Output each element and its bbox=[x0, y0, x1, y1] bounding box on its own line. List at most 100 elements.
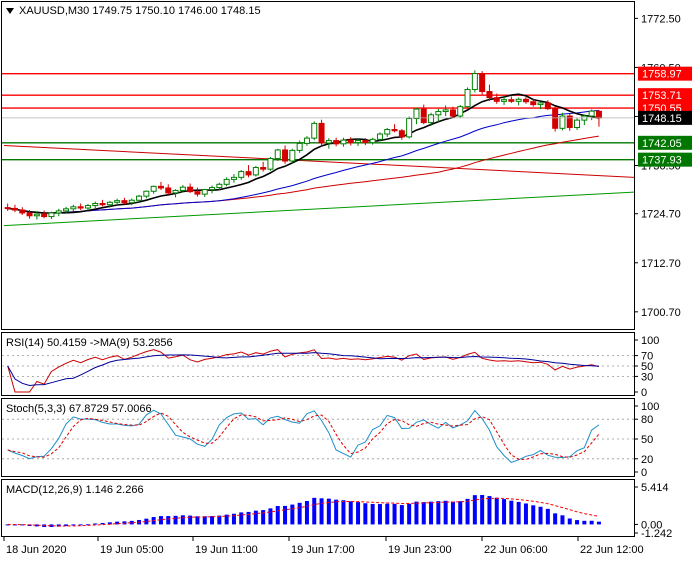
candle[interactable] bbox=[11, 207, 18, 211]
candle[interactable] bbox=[501, 99, 508, 102]
candle[interactable] bbox=[355, 140, 362, 144]
macd-bar[interactable] bbox=[553, 513, 558, 525]
candle[interactable] bbox=[238, 171, 245, 178]
macd-signal-line[interactable] bbox=[7, 497, 599, 527]
trend-line-green[interactable] bbox=[3, 191, 635, 227]
macd-bar[interactable] bbox=[78, 524, 83, 526]
macd-bar[interactable] bbox=[158, 516, 163, 525]
macd-bar[interactable] bbox=[560, 515, 565, 525]
candle[interactable] bbox=[595, 110, 602, 119]
macd-bar[interactable] bbox=[450, 501, 455, 525]
candle[interactable] bbox=[311, 122, 318, 139]
macd-bar[interactable] bbox=[231, 513, 236, 525]
macd-bar[interactable] bbox=[100, 523, 105, 525]
macd-bar[interactable] bbox=[85, 524, 90, 526]
macd-bar[interactable] bbox=[334, 499, 339, 525]
candle[interactable] bbox=[274, 149, 281, 160]
macd-bar[interactable] bbox=[246, 511, 251, 525]
macd-bar[interactable] bbox=[414, 501, 419, 525]
macd-bar[interactable] bbox=[429, 501, 434, 525]
candle[interactable] bbox=[515, 98, 522, 102]
macd-bar[interactable] bbox=[129, 520, 134, 525]
candle[interactable] bbox=[165, 187, 172, 194]
candle[interactable] bbox=[457, 106, 464, 117]
candle[interactable] bbox=[588, 110, 595, 117]
macd-bar[interactable] bbox=[253, 510, 258, 525]
candle[interactable] bbox=[508, 99, 515, 102]
candle[interactable] bbox=[347, 139, 354, 144]
macd-bar[interactable] bbox=[312, 497, 317, 525]
rsi-line[interactable] bbox=[7, 349, 600, 393]
candle[interactable] bbox=[340, 139, 347, 145]
main-price-panel[interactable] bbox=[2, 70, 635, 227]
candle[interactable] bbox=[187, 186, 194, 193]
candle[interactable] bbox=[282, 149, 289, 162]
macd-bar[interactable] bbox=[487, 496, 492, 525]
macd-bar[interactable] bbox=[224, 514, 229, 525]
candle[interactable] bbox=[406, 117, 413, 138]
macd-bar[interactable] bbox=[545, 508, 550, 525]
stoch-signal-line[interactable] bbox=[7, 412, 600, 461]
candle[interactable] bbox=[267, 158, 274, 170]
macd-bar[interactable] bbox=[304, 500, 309, 525]
macd-bar[interactable] bbox=[202, 516, 207, 525]
macd-bar[interactable] bbox=[523, 503, 528, 525]
macd-bar[interactable] bbox=[341, 500, 346, 525]
candle[interactable] bbox=[194, 191, 201, 195]
macd-bar[interactable] bbox=[115, 521, 120, 525]
macd-bar[interactable] bbox=[502, 499, 507, 525]
macd-bar[interactable] bbox=[458, 501, 463, 525]
candle[interactable] bbox=[471, 73, 478, 90]
macd-bar[interactable] bbox=[392, 503, 397, 525]
candle[interactable] bbox=[413, 108, 420, 119]
candle[interactable] bbox=[544, 102, 551, 110]
candle[interactable] bbox=[230, 176, 237, 180]
candle[interactable] bbox=[559, 115, 566, 129]
macd-bar[interactable] bbox=[326, 498, 331, 525]
candle[interactable] bbox=[449, 109, 456, 117]
macd-bar[interactable] bbox=[443, 500, 448, 525]
macd-bar[interactable] bbox=[268, 508, 273, 525]
macd-bar[interactable] bbox=[348, 501, 353, 525]
candle[interactable] bbox=[128, 199, 135, 204]
candle[interactable] bbox=[428, 114, 435, 124]
macd-bar[interactable] bbox=[34, 524, 39, 527]
candle[interactable] bbox=[362, 140, 369, 144]
macd-bar[interactable] bbox=[180, 515, 185, 525]
candle[interactable] bbox=[143, 190, 150, 197]
macd-bar[interactable] bbox=[377, 504, 382, 525]
candle[interactable] bbox=[245, 171, 252, 176]
candle[interactable] bbox=[391, 129, 398, 132]
macd-bar[interactable] bbox=[531, 505, 536, 525]
candle[interactable] bbox=[493, 97, 500, 102]
down-triangle-icon[interactable] bbox=[6, 8, 14, 14]
macd-bar[interactable] bbox=[64, 524, 69, 527]
macd-bar[interactable] bbox=[480, 495, 485, 525]
macd-bar[interactable] bbox=[567, 518, 572, 525]
macd-bar[interactable] bbox=[407, 503, 412, 525]
candle[interactable] bbox=[574, 119, 581, 128]
macd-bar[interactable] bbox=[93, 523, 98, 525]
candle[interactable] bbox=[223, 178, 230, 185]
macd-bar[interactable] bbox=[516, 501, 521, 525]
macd-bar[interactable] bbox=[49, 524, 54, 527]
macd-panel[interactable]: 5.414 0.00-1.242 bbox=[5, 482, 673, 540]
candle[interactable] bbox=[303, 137, 310, 144]
macd-bar[interactable] bbox=[20, 524, 25, 526]
candle[interactable] bbox=[464, 88, 471, 108]
ma-black-line[interactable] bbox=[7, 93, 600, 214]
trend-line-red[interactable] bbox=[3, 144, 635, 178]
candle[interactable] bbox=[48, 212, 55, 218]
rsi-ma-line[interactable] bbox=[7, 352, 599, 387]
candle[interactable] bbox=[136, 195, 143, 201]
candle[interactable] bbox=[296, 142, 303, 151]
macd-bar[interactable] bbox=[399, 505, 404, 525]
macd-bar[interactable] bbox=[188, 515, 193, 525]
macd-bar[interactable] bbox=[5, 524, 10, 526]
macd-bar[interactable] bbox=[217, 515, 222, 525]
candle[interactable] bbox=[252, 167, 259, 176]
candle[interactable] bbox=[70, 206, 77, 210]
candle[interactable] bbox=[172, 189, 179, 194]
macd-bar[interactable] bbox=[319, 498, 324, 525]
